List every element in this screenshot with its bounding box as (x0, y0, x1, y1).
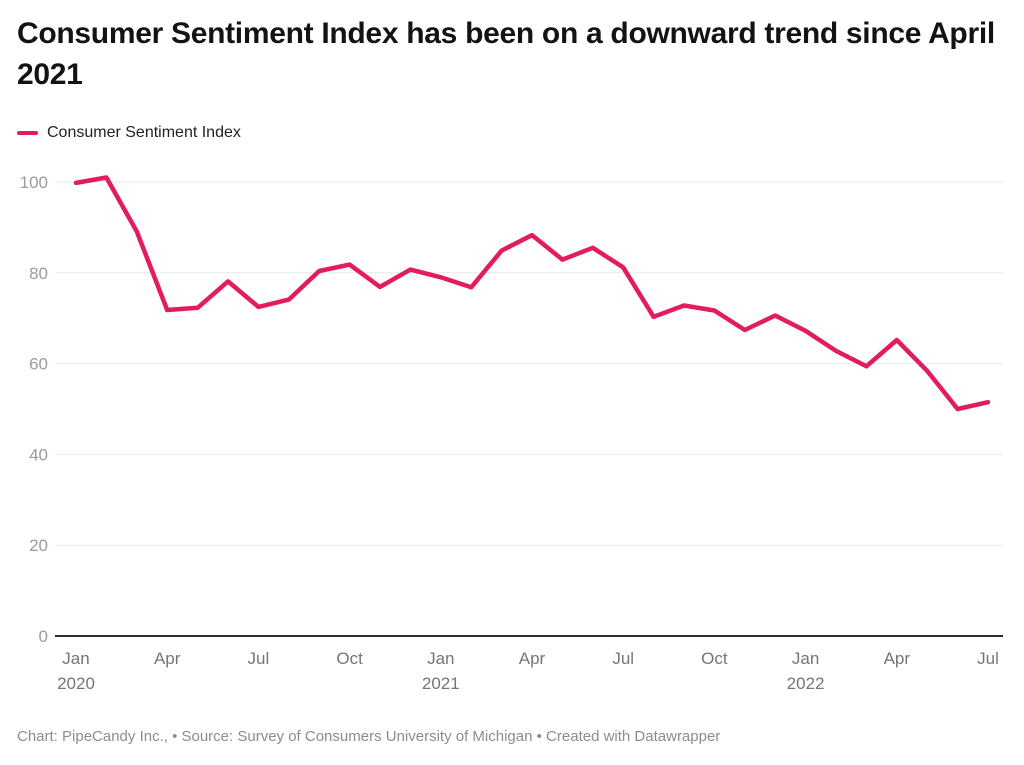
x-axis-label: Jan 2022 (787, 649, 825, 693)
legend-swatch (17, 131, 38, 135)
x-axis-label: Apr (519, 649, 546, 668)
y-axis-label: 100 (20, 173, 48, 192)
chart-title: Consumer Sentiment Index has been on a d… (17, 17, 995, 91)
legend: Consumer Sentiment Index (17, 124, 241, 142)
y-axis-label: 20 (29, 536, 48, 555)
legend-label: Consumer Sentiment Index (47, 124, 241, 141)
y-axis-label: 80 (29, 264, 48, 283)
x-axis-label: Jan 2020 (57, 649, 95, 693)
x-axis-label: Jan 2021 (422, 649, 460, 693)
x-axis-label: Jul (977, 649, 999, 668)
y-axis-label: 60 (29, 355, 48, 374)
x-axis-label: Apr (154, 649, 181, 668)
y-axis-label: 0 (39, 627, 48, 646)
x-axis-label: Oct (701, 649, 728, 668)
series-line-consumer-sentiment-index (73, 175, 991, 412)
line-chart: 0 20 40 60 80 100 Jan 2020 Apr Jul Oct Jan 2021 Apr Ju… (20, 173, 1003, 693)
x-axis-label: Jul (612, 649, 634, 668)
x-axis-label: Jul (248, 649, 270, 668)
x-axis-label: Apr (884, 649, 911, 668)
chart-footer: Chart: PipeCandy Inc., • Source: Survey … (17, 728, 721, 745)
y-axis-label: 40 (29, 445, 48, 464)
x-axis-label: Oct (336, 649, 363, 668)
